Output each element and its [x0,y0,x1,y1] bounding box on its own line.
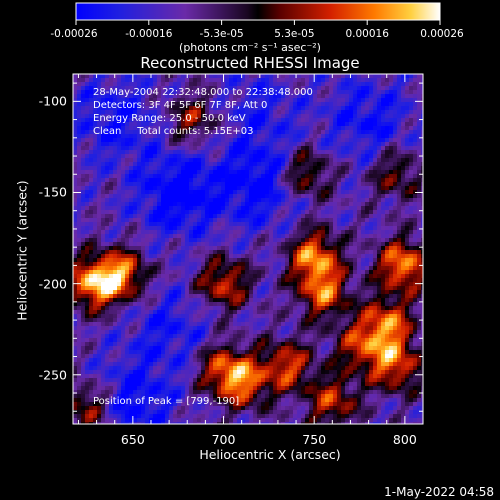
annotation-energy: Energy Range: 25.0 - 50.0 keV [93,113,246,124]
x-tick-label-750: 750 [302,432,327,447]
colorbar-tick-label-0: -0.00026 [50,28,98,40]
x-tick-label-800: 800 [392,432,417,447]
y-axis-label: Heliocentric Y (arcsec) [14,180,30,321]
colorbar-tick-label-2: -5.3e-05 [199,28,244,40]
colorbar-tick-label-3: 5.3e-05 [274,28,315,40]
colorbar-ticks [75,20,441,25]
annotation-time: 28-May-2004 22:32:48.000 to 22:38:48.000 [93,87,313,98]
colorbar [75,2,441,21]
colorbar-units: (photons cm⁻² s⁻¹ asec⁻²) [179,41,321,54]
colorbar-tick-label-5: 0.00026 [420,28,464,40]
peak-position-label: Position of Peak = [799,-190] [93,396,240,407]
x-axis-label: Heliocentric X (arcsec) [199,447,341,462]
timestamp: 1-May-2022 04:58 [384,485,494,499]
annotation-counts: Clean Total counts: 5.15E+03 [93,126,254,137]
y-tick-label--100: -100 [38,93,67,109]
colorbar-tick-label-4: 0.00016 [345,28,389,40]
heatmap-image [73,74,423,424]
y-tick-label--250: -250 [38,367,67,383]
chart-title: Reconstructed RHESSI Image [140,54,360,72]
x-tick-label-700: 700 [211,432,236,447]
annotation-detectors: Detectors: 3F 4F 5F 6F 7F 8F, Att 0 [93,100,268,111]
axis-ticks [73,74,424,424]
y-tick-label--150: -150 [38,184,67,200]
colorbar-tick-label-1: -0.00016 [125,28,173,40]
y-tick-label--200: -200 [38,276,67,292]
plot-frame [72,73,424,425]
x-tick-label-650: 650 [120,432,145,447]
